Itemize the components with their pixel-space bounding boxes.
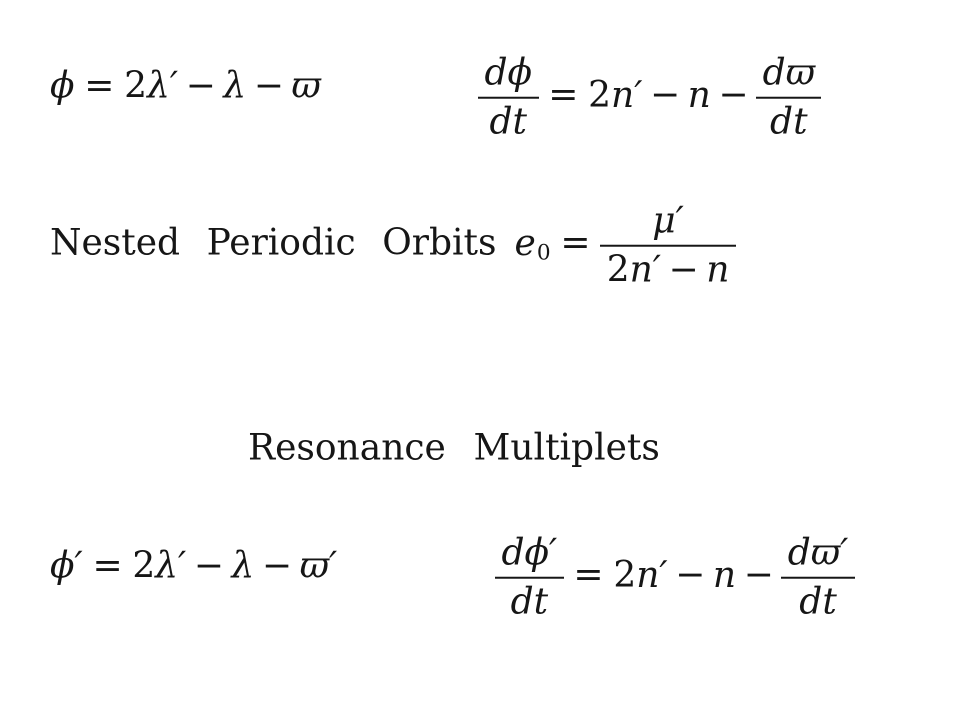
fraction-bar (478, 97, 539, 99)
fraction-bar (600, 245, 736, 247)
equals-sign: = (548, 75, 579, 116)
equation-bottom-left: ϕ′ = 2λ′ − λ − ϖ′ (50, 545, 337, 586)
var-phi: ϕ (50, 65, 75, 107)
fraction-dpomega-dt: dϖ dt (756, 52, 822, 144)
subscript-zero: 0 (536, 240, 551, 266)
var-lambda: λ (231, 545, 255, 587)
fraction-dphi-dt: dϕ dt (478, 53, 539, 144)
coefficient: 2 (132, 545, 156, 587)
var-e: e (514, 223, 536, 264)
minus-sign: − (668, 249, 699, 291)
fraction-dpomega-prime-dt: dϖ′ dt (781, 533, 855, 624)
coefficient: 2 (124, 65, 148, 107)
var-pomega-prime: ϖ′ (299, 545, 338, 587)
var-lambda-prime: λ′ (147, 65, 179, 107)
fraction-bar (781, 577, 855, 579)
minus-sign: − (649, 75, 681, 116)
var-lambda: λ (223, 65, 247, 107)
numerator: dϖ′ (787, 532, 849, 574)
var-phi-prime: ϕ′ (50, 545, 83, 587)
coefficient: 2 (588, 75, 612, 116)
numerator: μ′ (652, 200, 684, 242)
minus-sign: − (743, 555, 774, 596)
var-n: n (687, 75, 711, 116)
equals-sign: = (92, 545, 123, 587)
numerator: dϖ (762, 52, 815, 94)
denominator: dt (510, 581, 549, 623)
nested-orbits-label: Nested Periodic Orbits (50, 223, 497, 264)
equation-top-right: dϕ dt = 2n′ − n − dϖ dt (478, 52, 822, 144)
var-n-prime: n′ (636, 555, 668, 596)
equals-sign: = (560, 223, 591, 264)
var-n-prime: n′ (611, 75, 643, 116)
denominator: dt (489, 101, 528, 143)
equation-nested-orbits: Nested Periodic Orbits e0 = μ′ 2n′ − n (50, 201, 736, 292)
minus-sign: − (718, 75, 749, 116)
minus-sign: − (261, 545, 293, 587)
numerator: dϕ (484, 52, 533, 94)
var-n: n (706, 249, 730, 291)
denominator: 2n′ − n (600, 247, 736, 291)
var-n: n (712, 555, 737, 596)
equals-sign: = (84, 65, 115, 107)
minus-sign: − (253, 65, 284, 107)
var-lambda-prime: λ′ (155, 545, 187, 587)
denominator: dt (770, 101, 808, 143)
fraction-bar (756, 97, 822, 99)
coefficient: 2 (613, 555, 637, 596)
coefficient: 2 (606, 249, 630, 291)
equals-sign: = (573, 555, 604, 596)
minus-sign: − (185, 65, 216, 107)
section-title-text: Resonance Multiplets (248, 427, 660, 469)
fraction-dphi-prime-dt: dϕ′ dt (495, 533, 564, 624)
minus-sign: − (193, 545, 224, 587)
minus-sign: − (675, 555, 706, 596)
var-n-prime: n′ (629, 249, 661, 291)
equation-top-left: ϕ = 2λ′ − λ − ϖ (50, 65, 321, 106)
fraction-bar (495, 577, 564, 579)
section-title: Resonance Multiplets (248, 427, 660, 468)
fraction-mu-prime: μ′ 2n′ − n (600, 201, 736, 292)
denominator: dt (799, 581, 837, 623)
equation-bottom-right: dϕ′ dt = 2n′ − n − dϖ′ dt (495, 533, 855, 624)
var-pomega: ϖ (291, 65, 321, 107)
numerator: dϕ′ (501, 532, 558, 574)
